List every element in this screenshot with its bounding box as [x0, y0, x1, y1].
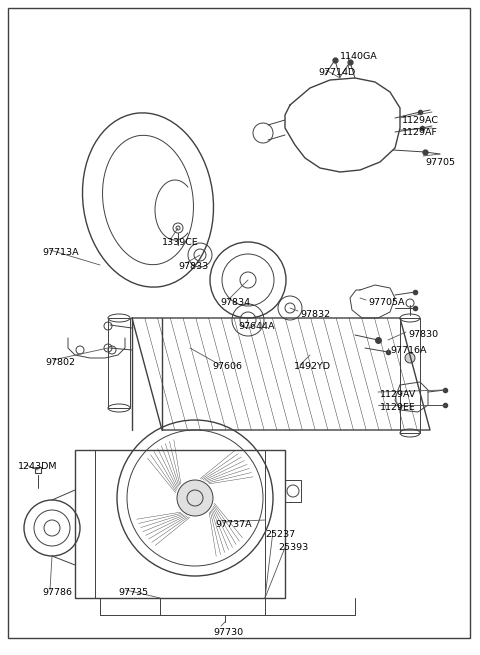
Text: 97606: 97606 — [212, 362, 242, 371]
Text: 1129AF: 1129AF — [402, 128, 438, 137]
Text: 1129AV: 1129AV — [380, 390, 416, 399]
Text: 25237: 25237 — [265, 530, 295, 539]
Text: 97705A: 97705A — [368, 298, 405, 307]
Text: 97705: 97705 — [425, 158, 455, 167]
Text: 25393: 25393 — [278, 543, 308, 552]
Text: 97830: 97830 — [408, 330, 438, 339]
Text: 97644A: 97644A — [238, 322, 275, 331]
Text: 97832: 97832 — [300, 310, 330, 319]
Text: 97716A: 97716A — [390, 346, 427, 355]
Text: 97833: 97833 — [178, 262, 208, 271]
Text: 1129AC: 1129AC — [402, 116, 439, 125]
Bar — [285, 480, 301, 502]
Text: 97786: 97786 — [42, 588, 72, 597]
Text: 1129EE: 1129EE — [380, 403, 416, 412]
Text: 97735: 97735 — [118, 588, 148, 597]
Text: 1492YD: 1492YD — [294, 362, 331, 371]
Text: 1140GA: 1140GA — [340, 52, 378, 61]
Circle shape — [177, 480, 213, 516]
Bar — [75, 450, 285, 598]
Circle shape — [405, 353, 415, 363]
Text: 97714D: 97714D — [318, 68, 355, 77]
Text: 97802: 97802 — [45, 358, 75, 367]
Text: 1243DM: 1243DM — [18, 462, 58, 471]
Text: 1339CE: 1339CE — [162, 238, 199, 247]
Text: 97737A: 97737A — [215, 520, 252, 529]
Bar — [400, 318, 420, 433]
Bar — [108, 318, 130, 408]
Text: 97713A: 97713A — [42, 248, 79, 257]
Text: 97834: 97834 — [220, 298, 250, 307]
Text: 97730: 97730 — [213, 628, 243, 637]
